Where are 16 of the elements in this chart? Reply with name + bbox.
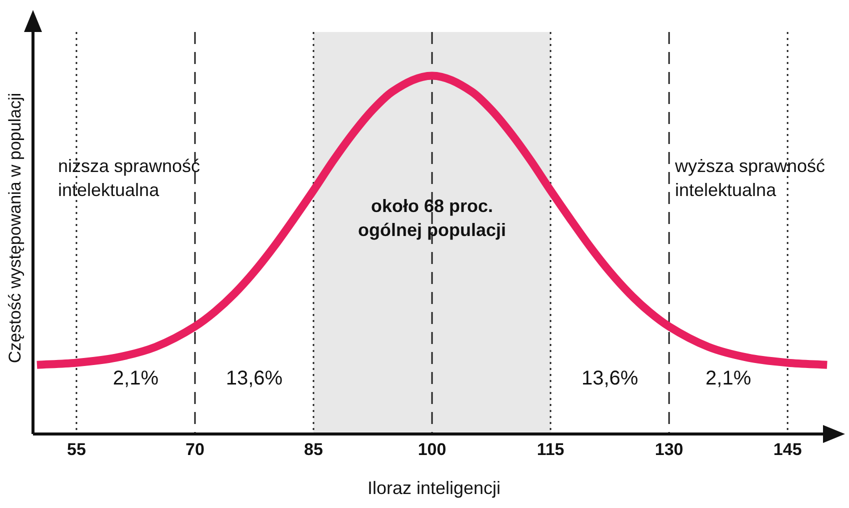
y-axis-title: Częstość występowania w populacji <box>6 92 25 364</box>
x-axis-title: Iloraz inteligencji <box>367 478 501 498</box>
x-tick-label: 85 <box>304 440 323 459</box>
x-tick-label: 70 <box>186 440 204 459</box>
annotation: 2,1% <box>706 368 752 390</box>
x-tick-label: 130 <box>654 440 684 459</box>
band-label: około 68 proc. ogólnej populacji <box>358 196 506 240</box>
x-tick-label: 100 <box>418 440 446 459</box>
annotation: 2,1% <box>112 368 159 390</box>
annotation: wyższa sprawność intelektualna <box>674 156 826 200</box>
x-tick-label: 115 <box>536 440 564 459</box>
annotation: 13,6% <box>581 368 638 390</box>
annotation: niższa sprawność intelektualna <box>58 156 200 200</box>
x-tick-label: 145 <box>773 440 802 459</box>
annotation: 13,6% <box>226 368 283 390</box>
x-tick-label: 55 <box>66 440 86 459</box>
